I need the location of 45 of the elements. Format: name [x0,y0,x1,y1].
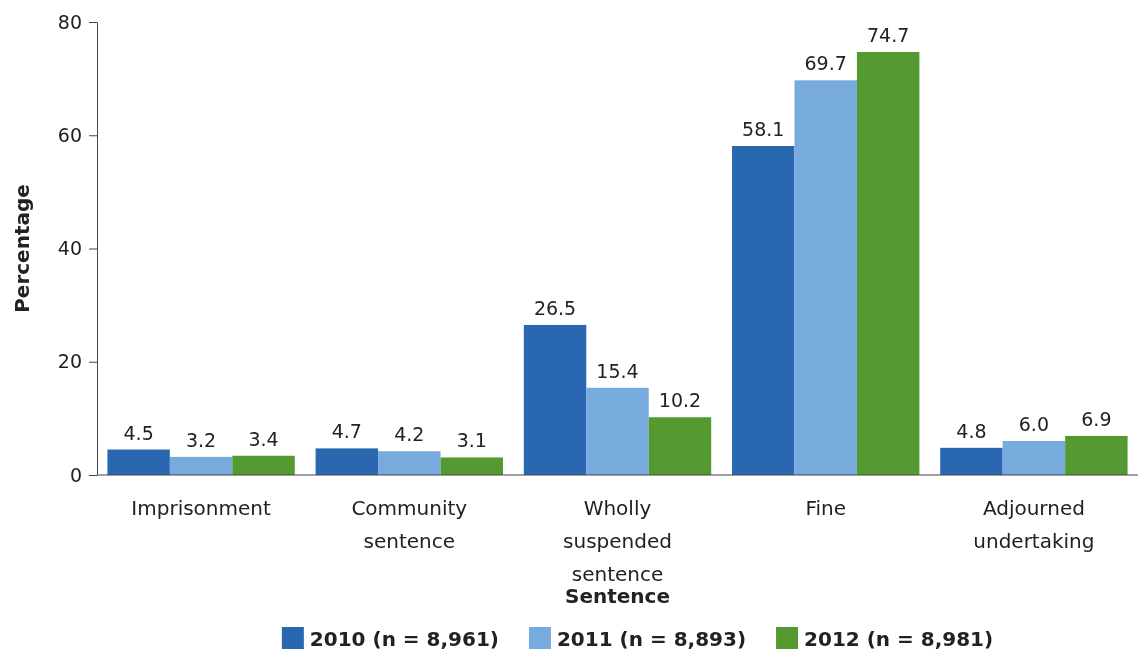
y-tick-label: 80 [57,10,82,33]
legend-label: 2010 (n = 8,961) [309,627,499,651]
data-label: 74.7 [867,24,910,47]
bar [523,324,587,475]
bar [940,447,1003,475]
bar [586,387,649,475]
bar [232,455,295,475]
x-axis-title: Sentence [565,584,670,608]
data-label: 58.1 [742,118,785,141]
data-label: 10.2 [658,389,702,412]
data-label: 3.2 [185,428,217,451]
data-label: 15.4 [596,359,639,382]
bar [378,451,441,475]
bar [440,457,503,475]
x-tick-label: Imprisonment [131,496,271,520]
data-label: 4.5 [123,421,154,444]
bar [107,449,170,475]
bar [1002,441,1066,475]
x-tick-label: Wholly suspended sentence [563,496,672,586]
legend-label: 2012 (n = 8,981) [804,627,994,651]
data-label: 26.5 [533,296,577,319]
y-axis-title: Percentage [10,184,34,313]
bar [169,456,233,475]
x-tick-label: Fine [805,496,846,520]
data-label: 4.8 [956,419,987,442]
data-label: 4.2 [394,423,425,446]
data-label: 6.9 [1081,407,1112,430]
data-label: 6.0 [1018,413,1050,436]
x-tick-label: Adjourned undertaking [973,496,1095,553]
data-label: 3.4 [248,427,279,450]
bar [315,448,379,475]
y-tick-label: 20 [57,350,82,373]
bar [732,146,795,475]
data-label: 3.1 [456,429,487,452]
bar [648,417,712,475]
data-label: 69.7 [804,52,847,75]
legend-label: 2011 (n = 8,893) [556,627,747,651]
bar [794,80,857,475]
y-tick-label: 40 [57,237,82,260]
bar [1065,435,1128,475]
bar [856,52,920,475]
y-tick-label: 0 [69,463,82,486]
x-tick-label: Community sentence [351,496,468,553]
data-label: 4.7 [331,420,362,443]
y-tick-label: 60 [57,123,82,146]
